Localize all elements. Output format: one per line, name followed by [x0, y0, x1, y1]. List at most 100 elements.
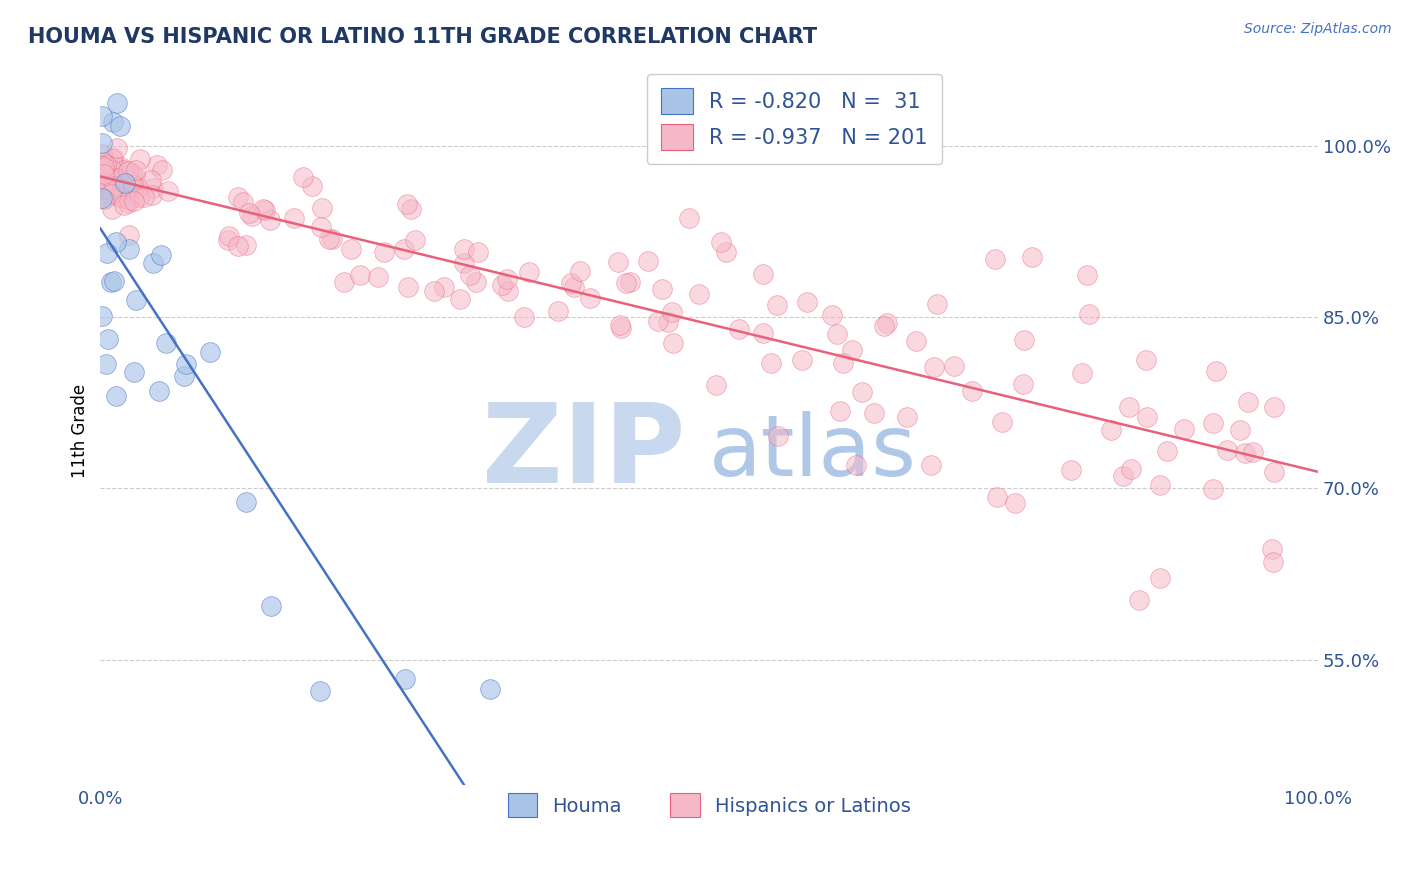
Point — [105, 176, 128, 190]
Point — [120, 166, 142, 180]
Point — [259, 212, 281, 227]
Point — [96, 164, 118, 178]
Point — [496, 285, 519, 299]
Point — [1263, 400, 1285, 414]
Point — [637, 253, 659, 268]
Point — [89, 167, 111, 181]
Point — [301, 178, 323, 193]
Point — [110, 160, 132, 174]
Point — [367, 269, 389, 284]
Point — [125, 293, 148, 308]
Point — [905, 334, 928, 348]
Point — [308, 684, 330, 698]
Point — [678, 211, 700, 226]
Point — [828, 404, 851, 418]
Point — [851, 385, 873, 400]
Point — [1202, 417, 1225, 431]
Point — [238, 206, 260, 220]
Point — [688, 286, 710, 301]
Point — [235, 494, 257, 508]
Point — [1076, 268, 1098, 282]
Point — [90, 109, 112, 123]
Point — [404, 233, 426, 247]
Point — [100, 275, 122, 289]
Point — [291, 170, 314, 185]
Point — [321, 232, 343, 246]
Point — [114, 176, 136, 190]
Point — [1205, 364, 1227, 378]
Legend: Houma, Hispanics or Latinos: Houma, Hispanics or Latinos — [499, 786, 918, 825]
Point — [396, 196, 419, 211]
Point — [1263, 466, 1285, 480]
Point — [97, 178, 120, 193]
Point — [96, 246, 118, 260]
Point — [124, 169, 146, 184]
Point — [90, 159, 112, 173]
Point — [141, 188, 163, 202]
Point — [1237, 395, 1260, 409]
Point — [1202, 482, 1225, 496]
Point — [253, 202, 276, 217]
Point — [235, 237, 257, 252]
Point — [1261, 542, 1284, 557]
Point — [252, 202, 274, 217]
Point — [226, 190, 249, 204]
Point — [991, 415, 1014, 429]
Point — [91, 159, 114, 173]
Point — [90, 158, 112, 172]
Point — [94, 357, 117, 371]
Point — [127, 181, 149, 195]
Point — [117, 164, 139, 178]
Point — [925, 297, 948, 311]
Point — [97, 182, 120, 196]
Point — [1241, 445, 1264, 459]
Point — [94, 187, 117, 202]
Point — [121, 179, 143, 194]
Point — [399, 202, 422, 217]
Point — [112, 198, 135, 212]
Point — [198, 345, 221, 359]
Point — [1261, 555, 1284, 569]
Point — [651, 282, 673, 296]
Point — [174, 357, 197, 371]
Point — [1060, 463, 1083, 477]
Point — [107, 140, 129, 154]
Point — [105, 172, 128, 186]
Point — [752, 267, 775, 281]
Point — [449, 292, 471, 306]
Point — [94, 166, 117, 180]
Point — [1135, 352, 1157, 367]
Point — [128, 189, 150, 203]
Point — [841, 343, 863, 358]
Point — [97, 333, 120, 347]
Point — [90, 136, 112, 151]
Text: HOUMA VS HISPANIC OR LATINO 11TH GRADE CORRELATION CHART: HOUMA VS HISPANIC OR LATINO 11TH GRADE C… — [28, 27, 817, 46]
Point — [340, 242, 363, 256]
Point — [91, 191, 114, 205]
Point — [876, 316, 898, 330]
Point — [792, 353, 814, 368]
Point — [98, 183, 121, 197]
Point — [94, 181, 117, 195]
Point — [100, 163, 122, 178]
Point — [831, 356, 853, 370]
Point — [142, 255, 165, 269]
Point — [142, 181, 165, 195]
Point — [562, 280, 585, 294]
Point — [704, 377, 727, 392]
Point — [146, 158, 169, 172]
Point — [93, 193, 115, 207]
Point — [458, 268, 481, 282]
Point — [96, 177, 118, 191]
Point — [610, 320, 633, 334]
Point — [1012, 376, 1035, 391]
Point — [111, 184, 134, 198]
Point — [394, 672, 416, 686]
Point — [112, 163, 135, 178]
Point — [100, 184, 122, 198]
Point — [260, 599, 283, 614]
Point — [873, 319, 896, 334]
Y-axis label: 11th Grade: 11th Grade — [72, 384, 89, 478]
Point — [796, 295, 818, 310]
Point — [349, 268, 371, 282]
